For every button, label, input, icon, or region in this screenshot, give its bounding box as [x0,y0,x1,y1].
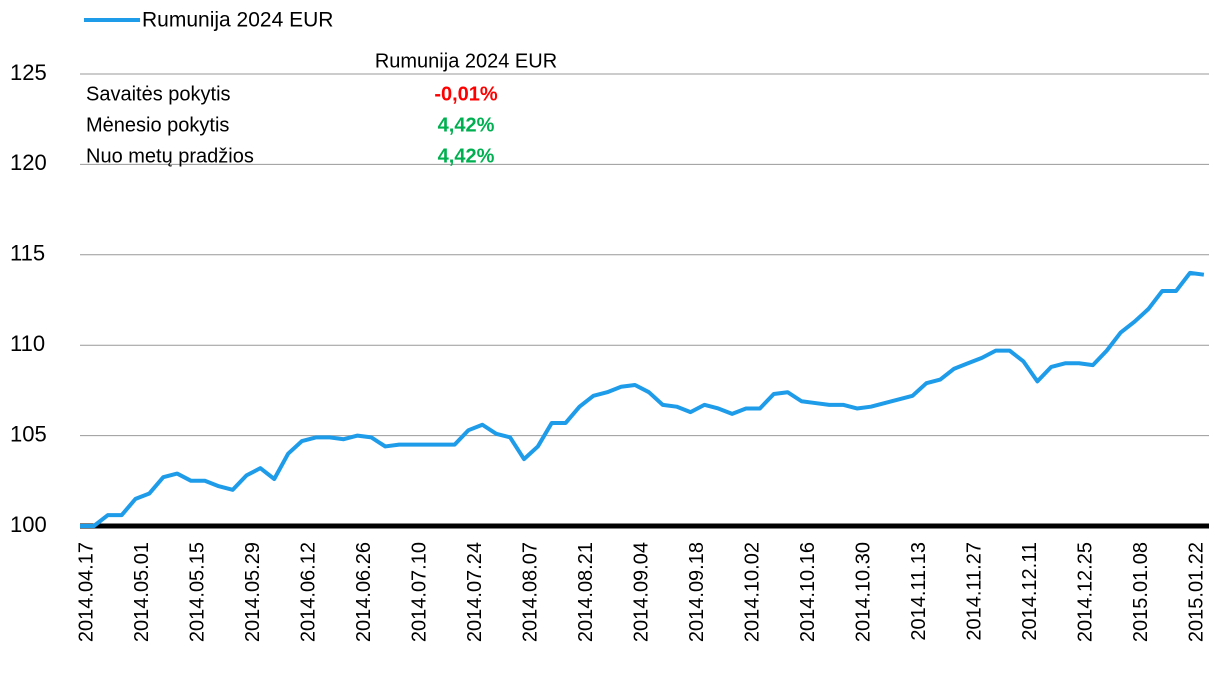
y-tick-label: 120 [10,150,47,175]
x-tick-label: 2014.05.29 [242,542,264,642]
table-label: Nuo metų pradžios [86,145,254,167]
x-tick-label: 2014.08.07 [519,542,541,642]
y-tick-label: 100 [10,512,47,537]
x-tick-label: 2015.01.08 [1130,542,1152,642]
table-value: -0,01% [434,83,498,105]
x-tick-label: 2014.07.10 [408,542,430,642]
table-value: 4,42% [438,145,495,167]
x-tick-label: 2014.04.17 [75,542,97,642]
x-tick-label: 2014.10.02 [741,542,763,642]
table-label: Savaitės pokytis [86,83,231,105]
legend-label: Rumunija 2024 EUR [142,9,333,32]
y-tick-label: 105 [10,421,47,446]
table-label: Mėnesio pokytis [86,114,229,136]
x-tick-label: 2014.07.24 [464,542,486,642]
x-tick-label: 2014.06.12 [297,542,319,642]
x-tick-label: 2014.06.26 [353,542,375,642]
y-tick-label: 110 [10,331,45,356]
x-tick-label: 2014.11.27 [963,542,985,641]
y-tick-label: 115 [10,241,45,266]
table-value: 4,42% [438,114,495,136]
x-tick-label: 2014.10.16 [797,542,819,642]
x-tick-label: 2014.09.04 [630,542,652,642]
x-tick-label: 2014.12.11 [1019,542,1041,641]
x-tick-label: 2014.05.01 [131,542,153,642]
x-tick-label: 2015.01.22 [1185,542,1207,642]
x-tick-label: 2014.11.13 [908,542,930,641]
table-header: Rumunija 2024 EUR [375,50,557,72]
x-tick-label: 2014.10.30 [852,542,874,642]
y-tick-label: 125 [10,60,47,85]
x-tick-label: 2014.12.25 [1074,542,1096,642]
x-tick-label: 2014.08.21 [575,542,597,642]
data-line [80,270,1205,528]
x-tick-label: 2014.09.18 [686,542,708,642]
x-tick-label: 2014.05.15 [186,542,208,642]
